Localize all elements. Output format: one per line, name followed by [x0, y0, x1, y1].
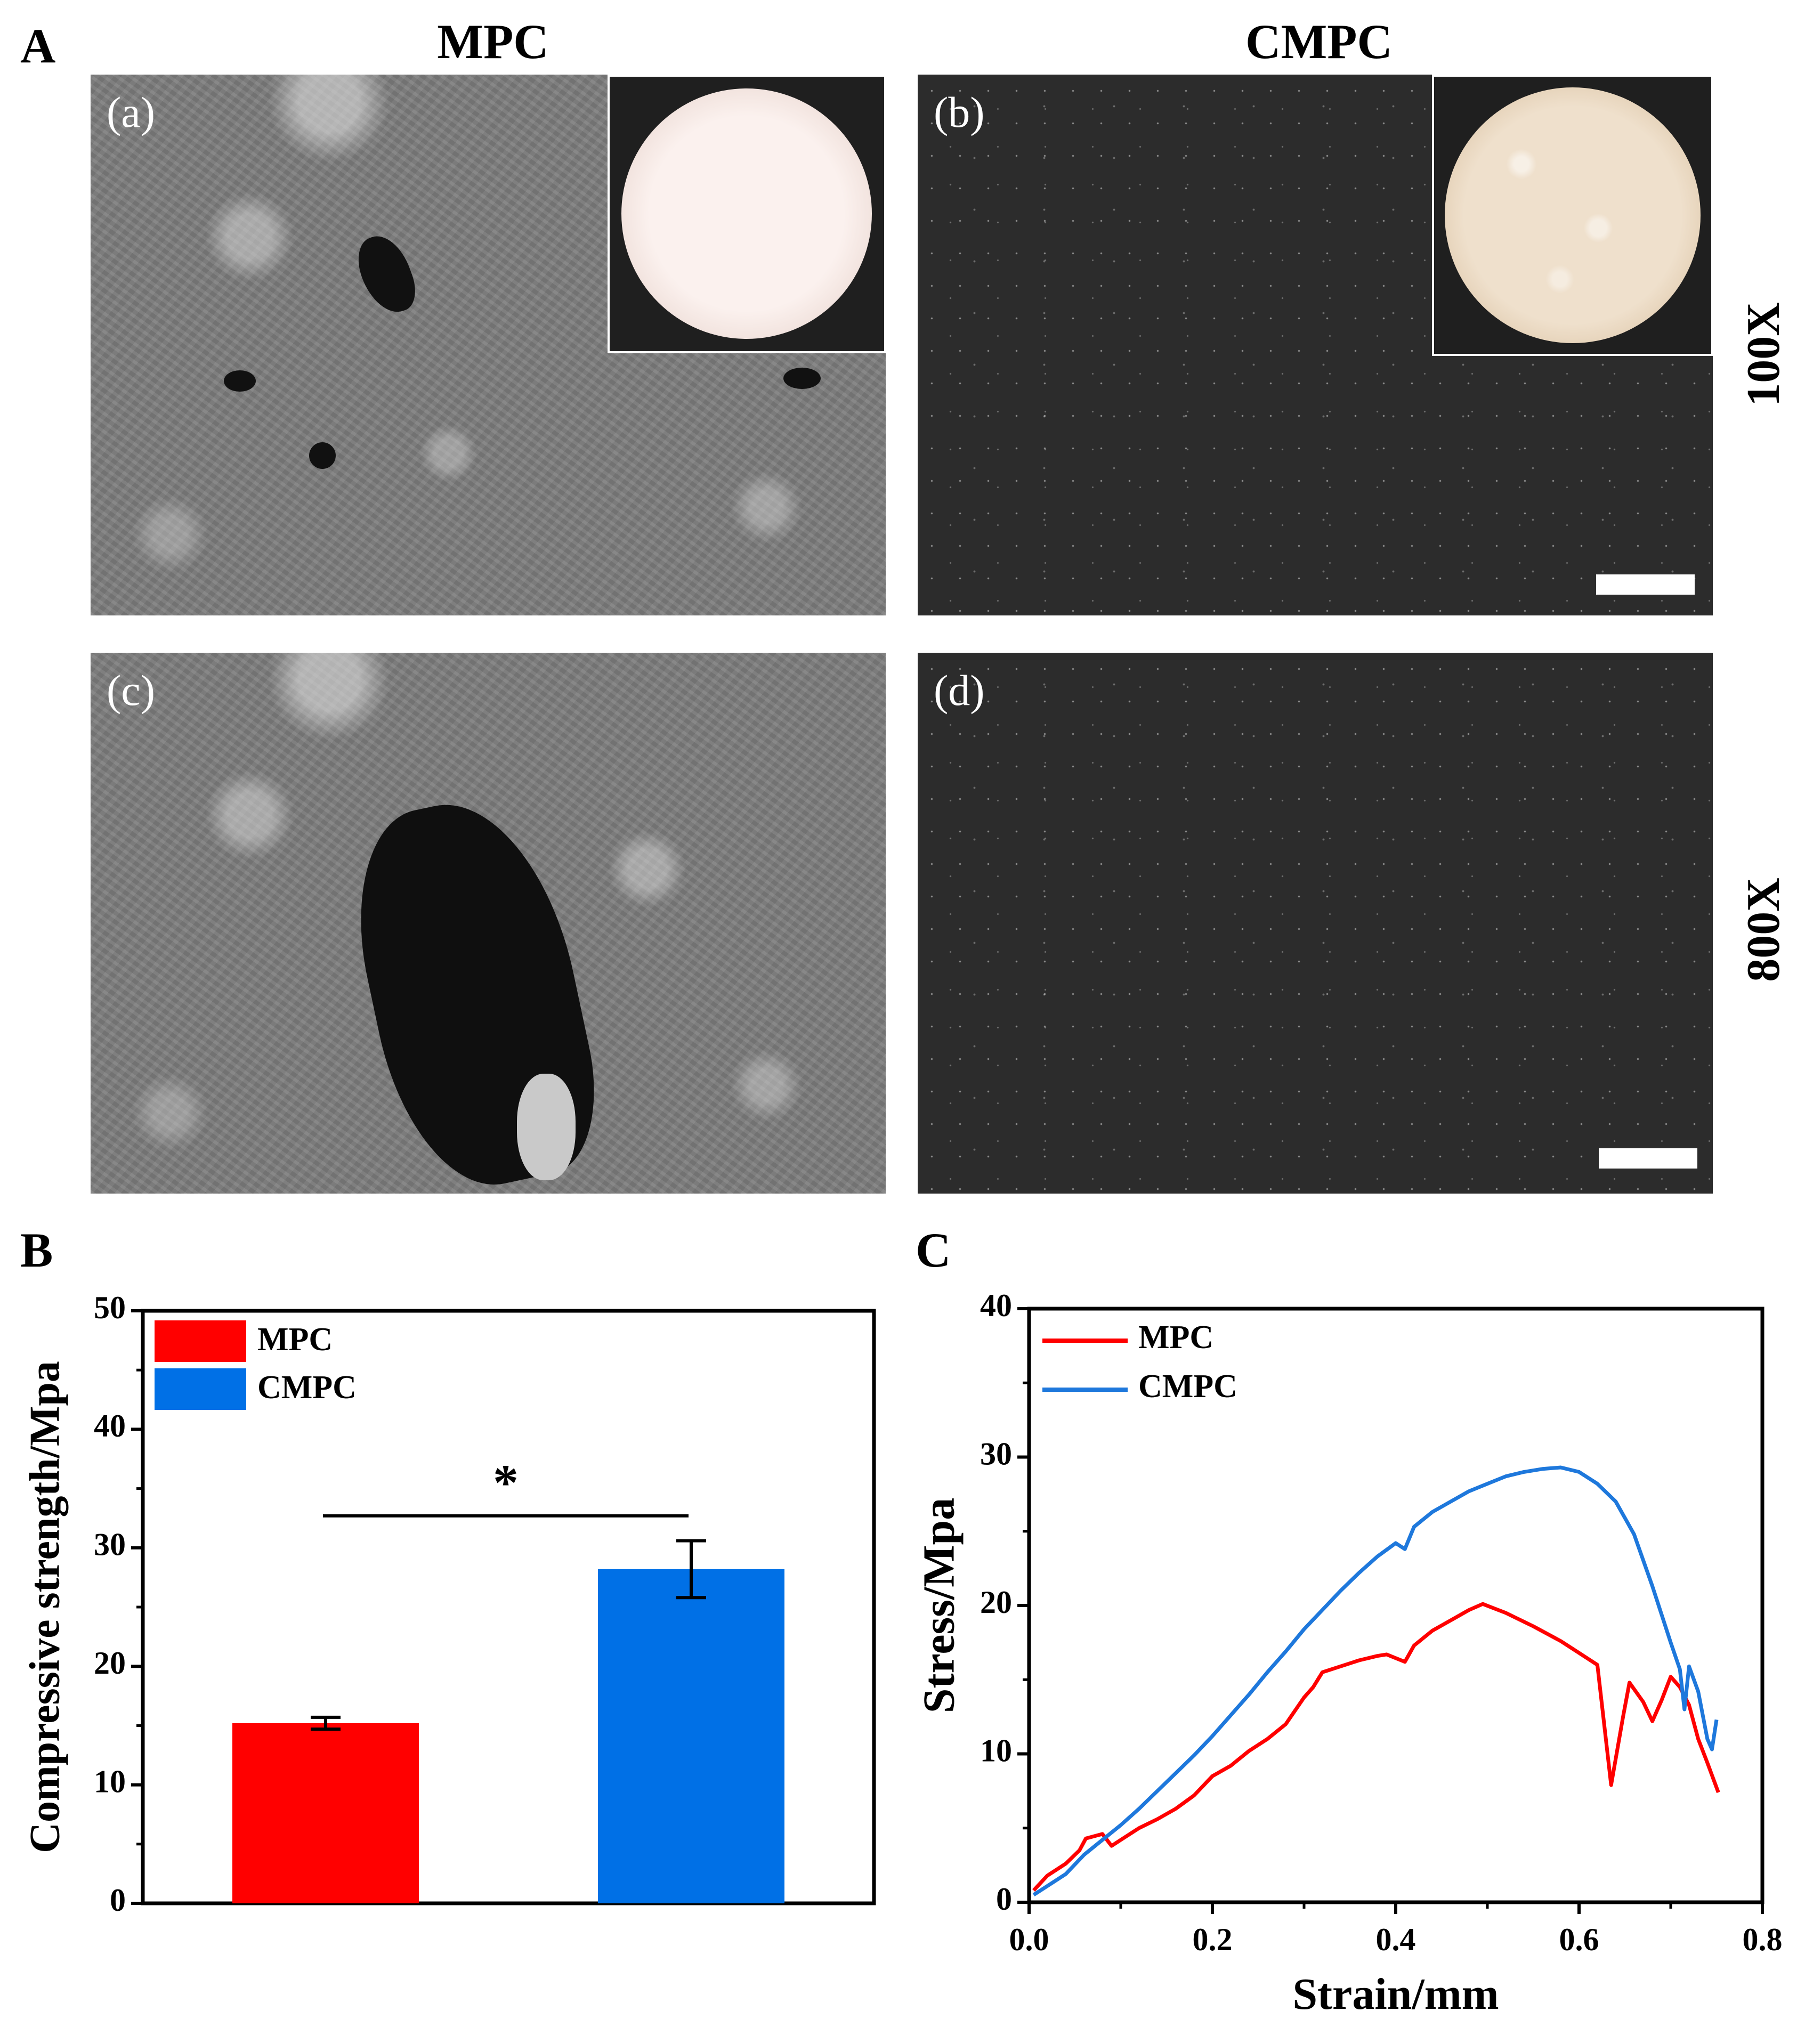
x-axis-label: Strain/mm	[1292, 1969, 1499, 2019]
legend-swatch-mpc	[155, 1320, 246, 1362]
x-tick-label: 0.2	[1193, 1922, 1233, 1957]
sem-image-a: (a)	[91, 75, 886, 615]
bar-mpc	[232, 1723, 419, 1903]
x-tick-label: 0.6	[1559, 1922, 1599, 1957]
legend-swatch-cmpc	[155, 1368, 246, 1410]
series-line-cmpc	[1032, 1465, 1719, 1897]
row-label-100x: 100X	[1738, 302, 1790, 407]
y-axis-label: Stress/Mpa	[914, 1498, 964, 1713]
subpanel-label-d: (d)	[934, 666, 985, 715]
y-tick-label: 10	[94, 1764, 126, 1799]
scale-bar-d	[1599, 1148, 1697, 1169]
significance-marker: *	[493, 1454, 519, 1511]
legend-label-mpc: MPC	[257, 1321, 333, 1358]
row-label-800x: 800X	[1738, 878, 1790, 982]
y-tick-label: 10	[980, 1733, 1012, 1768]
panel-letter-c: C	[916, 1223, 951, 1277]
line-chart: 0 10 20 30 40 0.0 0.2 0.4 0.6 0.8 Strain/mm Stress/…	[914, 1288, 1783, 2019]
legend-label-cmpc: CMPC	[1138, 1368, 1237, 1405]
sem-image-d: (d)	[918, 653, 1713, 1194]
x-tick-label: 0.4	[1376, 1922, 1416, 1957]
column-title-cmpc: CMPC	[1245, 14, 1393, 69]
y-tick-label: 20	[980, 1585, 1012, 1620]
column-title-mpc: MPC	[437, 14, 549, 69]
x-tick-label: 0.0	[1009, 1922, 1049, 1957]
scale-bar-b	[1596, 574, 1695, 595]
y-tick-label: 30	[94, 1527, 126, 1562]
y-tick-label: 20	[94, 1645, 126, 1681]
sem-image-c: (c)	[91, 653, 886, 1194]
bar-chart: 0 10 20 30 40 50 Compressive strength/Mpa * MPC C…	[21, 1290, 876, 1918]
subpanel-label-b: (b)	[934, 88, 985, 136]
legend-label-cmpc: CMPC	[257, 1369, 357, 1406]
y-tick-label: 40	[980, 1288, 1012, 1323]
subpanel-label-a: (a)	[107, 88, 156, 136]
legend-label-mpc: MPC	[1138, 1319, 1213, 1356]
panel-letter-b: B	[20, 1223, 53, 1277]
series-line-mpc	[1032, 1602, 1720, 1892]
sem-image-b: (b)	[918, 75, 1713, 615]
y-tick-label: 30	[980, 1436, 1012, 1471]
y-tick-label: 0	[996, 1881, 1012, 1917]
y-axis-label: Compressive strength/Mpa	[21, 1361, 68, 1853]
y-tick-label: 50	[94, 1290, 126, 1325]
bar-cmpc	[598, 1569, 784, 1903]
y-tick-label: 40	[94, 1408, 126, 1443]
sample-photo-cmpc	[1432, 75, 1713, 356]
y-tick-label: 0	[110, 1883, 126, 1918]
subpanel-label-c: (c)	[107, 666, 156, 715]
x-tick-label: 0.8	[1743, 1922, 1783, 1957]
panel-letter-a: A	[20, 19, 56, 73]
sample-photo-mpc	[608, 75, 886, 353]
